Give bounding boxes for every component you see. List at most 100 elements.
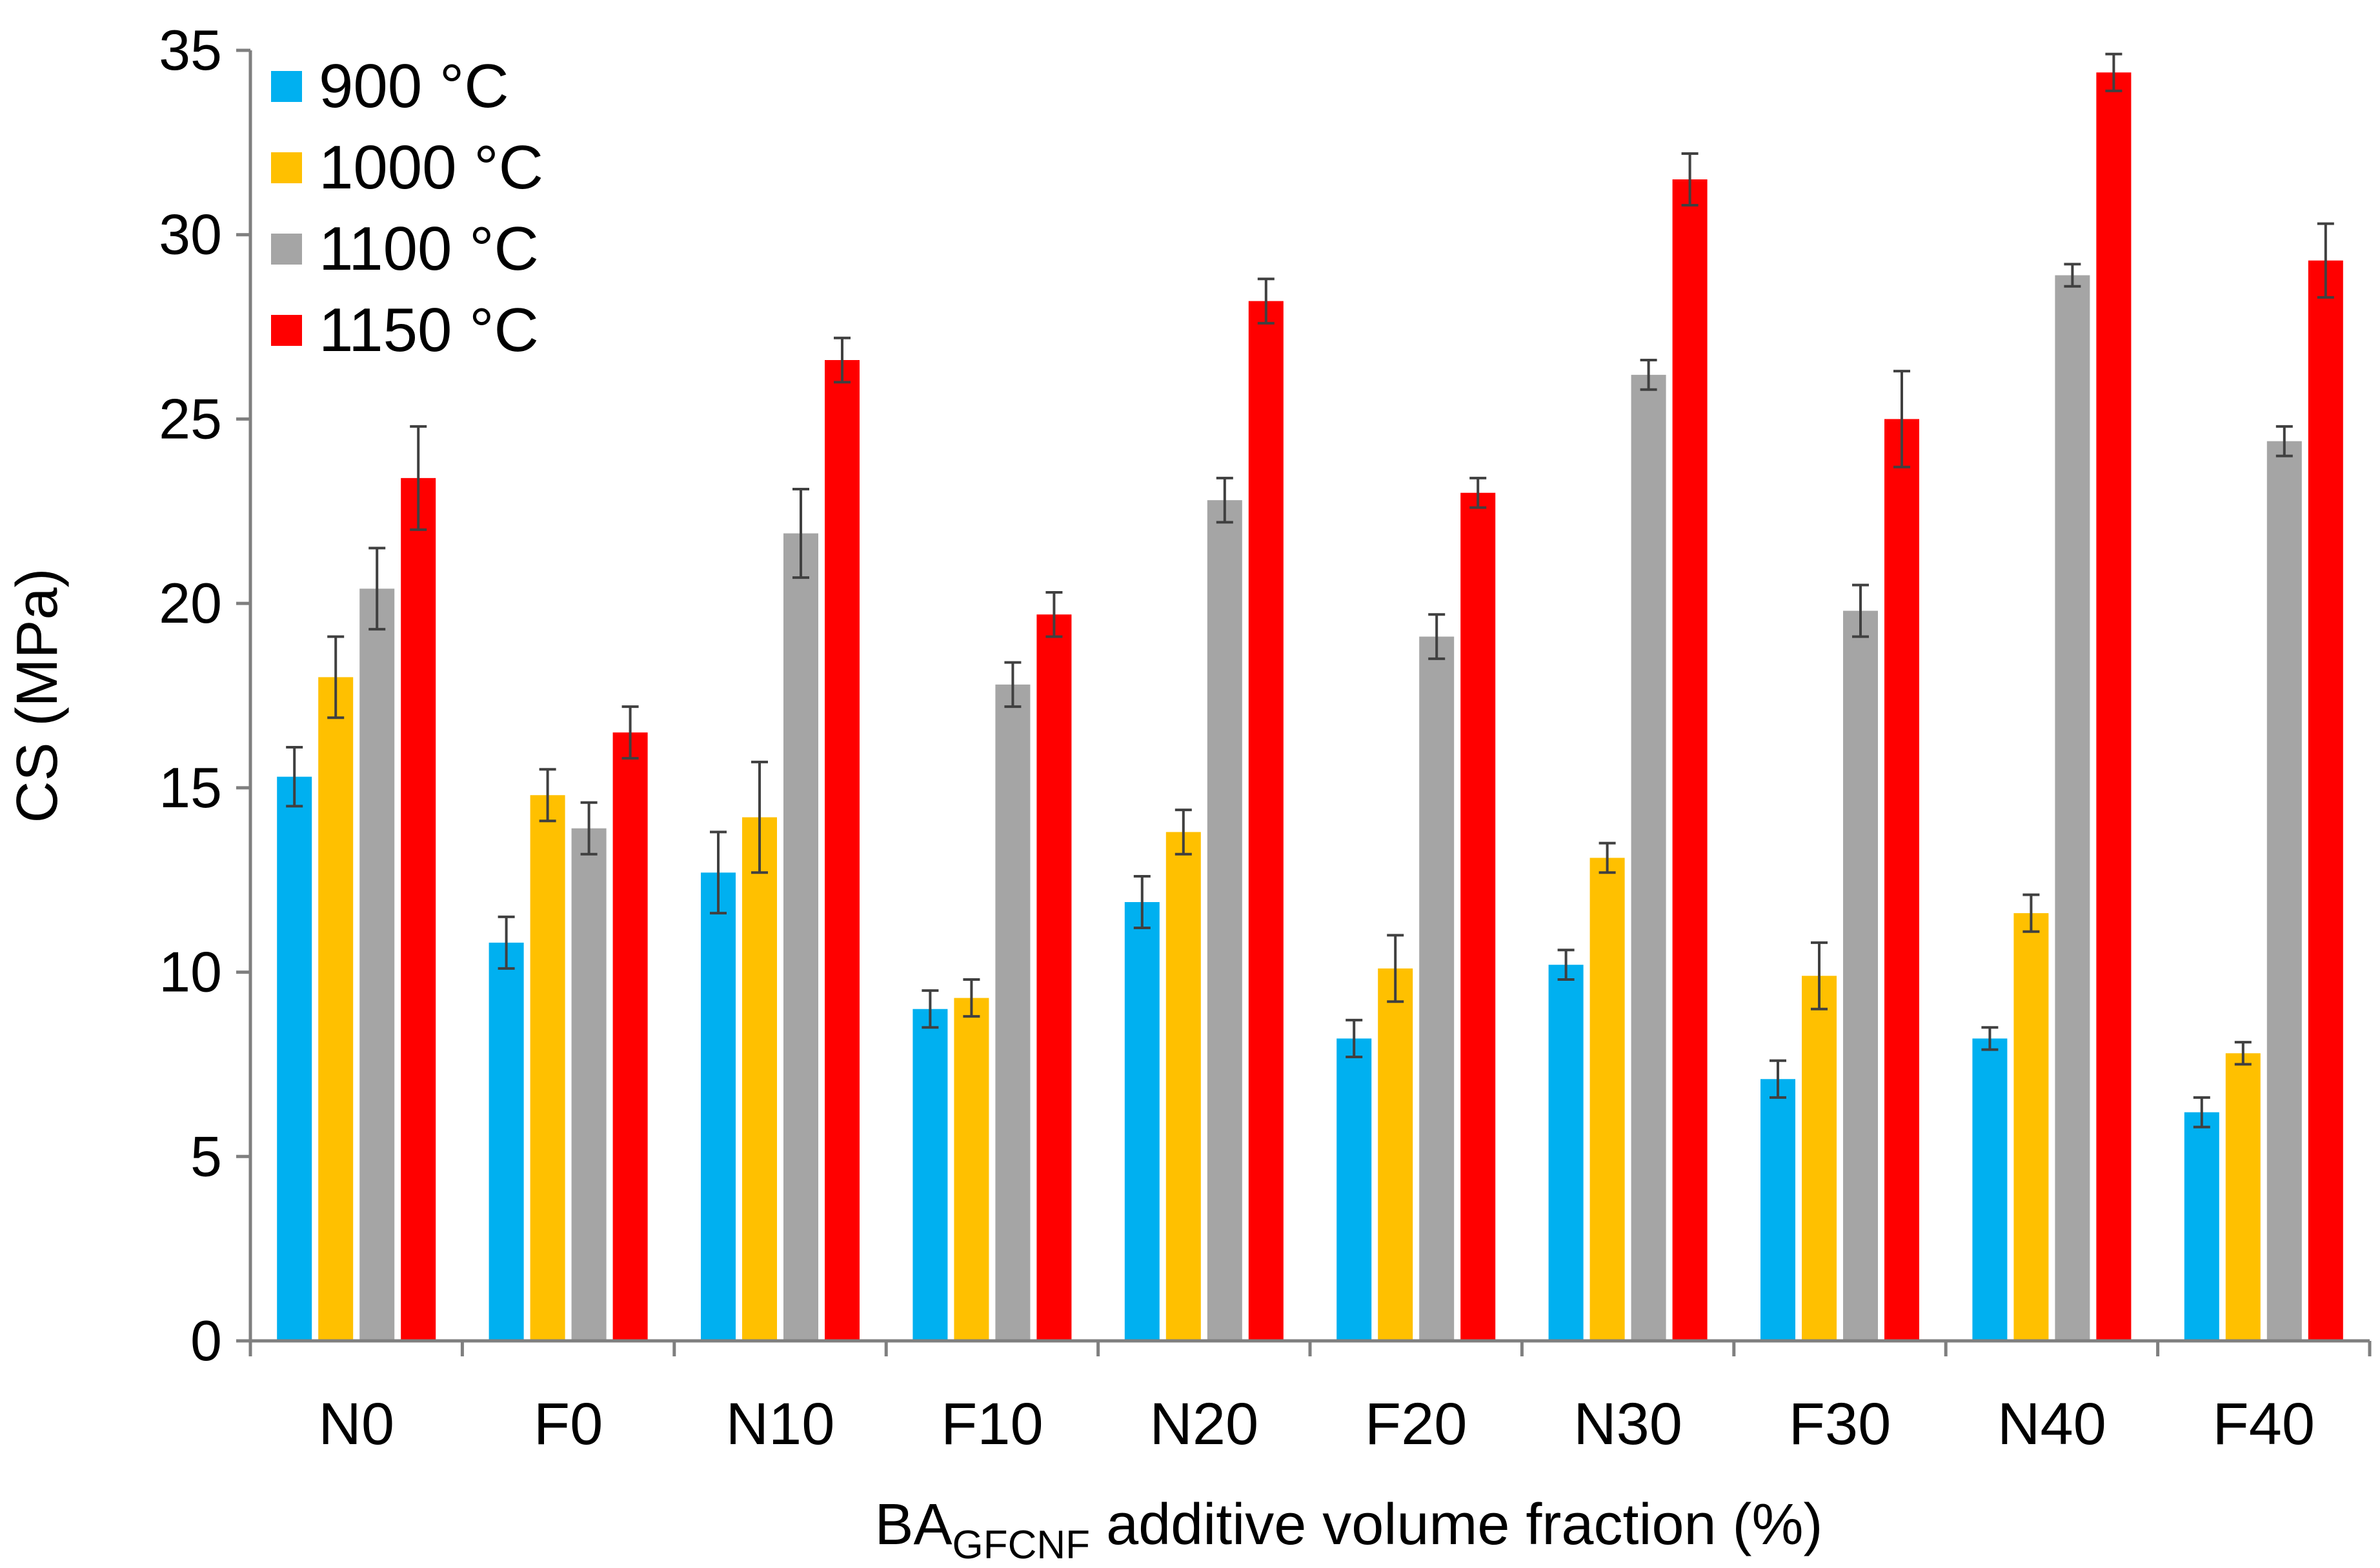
- legend-entry-series-3: 1150 °C: [271, 296, 539, 365]
- error-bar-n30-series-2: [1640, 359, 1657, 391]
- bar-f20-series-3: [1460, 492, 1496, 1341]
- bar-n10-series-2: [783, 533, 818, 1341]
- x-tick-label-n20: N20: [1149, 1391, 1258, 1457]
- bar-n20-series-2: [1207, 500, 1242, 1342]
- error-bar-f10-series-1: [963, 978, 980, 1018]
- error-bar-n40-series-3: [2105, 52, 2123, 92]
- legend: 900 °C 1000 °C 1100 °C 1150 °C: [271, 52, 543, 365]
- bar-n20-series-3: [1248, 301, 1284, 1342]
- legend-entry-series-0: 900 °C: [271, 52, 509, 121]
- bar-f40-series-1: [2225, 1053, 2261, 1341]
- error-bar-n10-series-1: [751, 760, 768, 874]
- error-bar-f30-series-3: [1893, 370, 1910, 468]
- legend-swatch: [271, 71, 302, 102]
- y-tick-label: 30: [159, 203, 222, 266]
- bar-f10-series-2: [995, 684, 1031, 1341]
- bar-n40-series-1: [2013, 913, 2049, 1341]
- y-tick-label: 25: [159, 387, 222, 450]
- bar-n0-series-2: [359, 588, 395, 1342]
- bar-f0-series-3: [612, 732, 648, 1341]
- error-bar-f10-series-0: [922, 989, 939, 1029]
- bar-f30-series-1: [1802, 976, 1837, 1341]
- x-axis-title: BAGFCNF additive volume fraction (%): [874, 1493, 1822, 1567]
- error-bar-f10-series-3: [1045, 591, 1063, 638]
- error-bar-f40-series-2: [2275, 425, 2293, 457]
- x-axis-title-rest: additive volume fraction (%): [1090, 1493, 1822, 1557]
- bar-n0-series-0: [277, 776, 312, 1341]
- error-bar-n10-series-0: [710, 830, 727, 915]
- legend-swatch: [271, 315, 302, 346]
- error-bar-f40-series-3: [2317, 222, 2334, 299]
- y-tick-label: 20: [159, 571, 222, 635]
- legend-swatch: [271, 152, 302, 183]
- error-bar-n20-series-1: [1175, 809, 1192, 856]
- error-bar-f0-series-3: [621, 705, 639, 760]
- error-bar-n30-series-0: [1557, 949, 1575, 981]
- error-bar-f20-series-3: [1469, 476, 1487, 509]
- bar-f10-series-1: [954, 998, 989, 1341]
- bar-f0-series-2: [571, 828, 607, 1341]
- y-tick-label: 10: [159, 940, 222, 1004]
- bar-n10-series-3: [825, 360, 860, 1341]
- bar-n30-series-1: [1589, 858, 1625, 1341]
- error-bar-f30-series-2: [1852, 583, 1869, 638]
- error-bar-n20-series-3: [1257, 277, 1275, 325]
- error-bar-n20-series-2: [1216, 476, 1233, 524]
- error-bar-f10-series-2: [1004, 661, 1022, 709]
- bar-n40-series-3: [2096, 72, 2132, 1341]
- y-axis-title: CS (MPa): [5, 568, 70, 823]
- legend-label: 1150 °C: [319, 296, 539, 365]
- axes-layer: [236, 48, 2372, 1356]
- error-bar-n30-series-3: [1681, 152, 1699, 206]
- x-tick-label-f20: F20: [1365, 1391, 1467, 1457]
- bar-n10-series-1: [742, 817, 777, 1341]
- bar-f0-series-0: [489, 942, 524, 1341]
- bar-f30-series-3: [1884, 419, 1919, 1341]
- x-tick-label-n10: N10: [726, 1391, 835, 1457]
- error-bar-f0-series-2: [580, 801, 598, 856]
- x-tick-label-f10: F10: [941, 1391, 1044, 1457]
- error-bar-f40-series-1: [2234, 1041, 2252, 1066]
- error-bar-n40-series-2: [2064, 263, 2081, 288]
- error-bar-n0-series-3: [410, 425, 427, 531]
- bar-f40-series-3: [2308, 260, 2343, 1341]
- bar-f30-series-0: [1760, 1079, 1795, 1341]
- error-bar-f0-series-0: [498, 915, 515, 970]
- bar-n20-series-0: [1124, 902, 1160, 1341]
- bar-n30-series-0: [1548, 965, 1584, 1341]
- bar-n30-series-2: [1631, 374, 1666, 1341]
- error-bar-f0-series-1: [539, 768, 556, 823]
- bar-f40-series-0: [2184, 1112, 2219, 1341]
- legend-entry-series-1: 1000 °C: [271, 133, 543, 202]
- error-bar-f30-series-1: [1811, 941, 1828, 1010]
- bar-f20-series-2: [1419, 636, 1455, 1341]
- x-tick-label-n0: N0: [318, 1391, 394, 1457]
- y-tick-label: 15: [159, 756, 222, 819]
- error-bar-n30-series-1: [1598, 841, 1616, 874]
- legend-label: 900 °C: [319, 52, 509, 121]
- legend-label: 1100 °C: [319, 214, 539, 283]
- legend-label: 1000 °C: [319, 133, 543, 202]
- error-bar-f20-series-1: [1387, 934, 1404, 1003]
- bar-f0-series-1: [530, 795, 565, 1341]
- error-bar-n20-series-0: [1133, 875, 1151, 929]
- bar-n30-series-3: [1672, 179, 1708, 1341]
- x-tick-label-f0: F0: [534, 1391, 603, 1457]
- bar-n10-series-0: [701, 872, 736, 1341]
- error-bar-n40-series-1: [2022, 893, 2040, 933]
- y-tick-label: 5: [190, 1124, 222, 1188]
- bar-n40-series-0: [1972, 1038, 2008, 1341]
- bar-n0-series-1: [318, 677, 354, 1341]
- bar-f10-series-0: [913, 1009, 948, 1341]
- bar-f10-series-3: [1036, 614, 1072, 1342]
- legend-swatch: [271, 234, 302, 265]
- x-tick-label-n30: N30: [1573, 1391, 1682, 1457]
- error-bar-n0-series-1: [327, 635, 345, 719]
- x-tick-label-n40: N40: [1997, 1391, 2106, 1457]
- bar-f20-series-0: [1336, 1038, 1372, 1341]
- error-bar-f30-series-0: [1770, 1059, 1786, 1099]
- y-tick-label: 35: [159, 18, 222, 82]
- labels-layer: 0 5 10 15 20 25 30 35 N0 F0 N10 F10 N20 F20 N30 F30 N40 F…: [5, 18, 2315, 1567]
- bar-f40-series-2: [2266, 441, 2302, 1341]
